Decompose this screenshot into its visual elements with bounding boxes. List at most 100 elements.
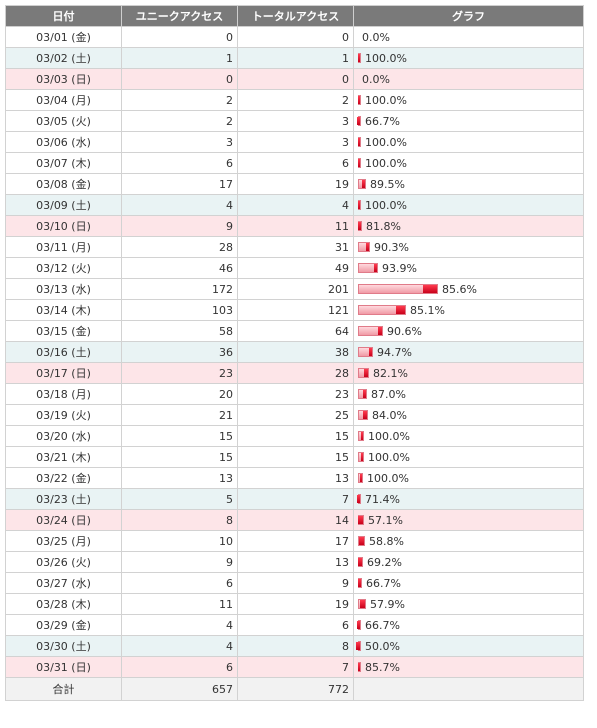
unique-cell: 20 [121, 383, 238, 405]
unique-ratio-label: 100.0% [365, 198, 407, 212]
graph-cell: 90.6% [353, 320, 584, 342]
total-access-bar [357, 620, 361, 630]
total-access-bar [357, 494, 361, 504]
unique-ratio-label: 100.0% [368, 450, 410, 464]
unique-ratio-label: 0.0% [362, 72, 390, 86]
date-cell: 03/27 (水) [5, 572, 122, 594]
unique-cell: 0 [121, 26, 238, 48]
date-cell: 03/08 (金) [5, 173, 122, 195]
table-row: 03/07 (木) 6 6 100.0% [5, 152, 584, 174]
unique-ratio-label: 85.7% [365, 660, 400, 674]
header-unique-access: ユニークアクセス [121, 5, 238, 27]
unique-ratio-label: 100.0% [365, 156, 407, 170]
graph-wrap: 82.1% [358, 364, 579, 383]
unique-ratio-label: 85.1% [410, 303, 445, 317]
date-cell: 03/16 (土) [5, 341, 122, 363]
unique-ratio-label: 66.7% [365, 618, 400, 632]
total-access-bar [358, 431, 364, 441]
graph-cell: 58.8% [353, 530, 584, 552]
date-cell: 03/18 (月) [5, 383, 122, 405]
table-row: 03/14 (木) 103 121 85.1% [5, 299, 584, 321]
table-row: 03/28 (木) 11 19 57.9% [5, 593, 584, 615]
table-row: 03/26 (火) 9 13 69.2% [5, 551, 584, 573]
total-access-bar [358, 410, 368, 420]
table-row: 03/18 (月) 20 23 87.0% [5, 383, 584, 405]
unique-ratio-label: 57.1% [368, 513, 403, 527]
table-row: 03/04 (月) 2 2 100.0% [5, 89, 584, 111]
date-cell: 03/14 (木) [5, 299, 122, 321]
total-access-bar [358, 347, 373, 357]
unique-cell: 15 [121, 425, 238, 447]
unique-ratio-label: 90.6% [387, 324, 422, 338]
table-row: 03/13 (水) 172 201 85.6% [5, 278, 584, 300]
repeat-access-bar-segment [358, 579, 361, 587]
table-row: 03/01 (金) 0 0 0.0% [5, 26, 584, 48]
graph-cell: 93.9% [353, 257, 584, 279]
repeat-access-bar-segment [364, 369, 368, 377]
unique-cell: 58 [121, 320, 238, 342]
unique-ratio-label: 85.6% [442, 282, 477, 296]
repeat-access-bar-segment [358, 96, 360, 104]
total-cell: 9 [237, 572, 354, 594]
graph-cell: 100.0% [353, 194, 584, 216]
repeat-access-bar-segment [358, 558, 362, 566]
graph-cell: 85.6% [353, 278, 584, 300]
repeat-access-bar-segment [358, 663, 360, 671]
header-total-access: トータルアクセス [237, 5, 354, 27]
date-cell: 03/12 (火) [5, 257, 122, 279]
graph-wrap: 90.3% [358, 238, 579, 257]
table-row: 03/27 (水) 6 9 66.7% [5, 572, 584, 594]
total-access-bar [358, 326, 383, 336]
graph-cell: 71.4% [353, 488, 584, 510]
table-row: 03/22 (金) 13 13 100.0% [5, 467, 584, 489]
graph-cell: 85.1% [353, 299, 584, 321]
date-cell: 03/05 (火) [5, 110, 122, 132]
graph-cell: 57.9% [353, 593, 584, 615]
graph-wrap: 57.9% [358, 595, 579, 614]
unique-ratio-label: 66.7% [366, 576, 401, 590]
table-row: 03/09 (土) 4 4 100.0% [5, 194, 584, 216]
unique-cell: 11 [121, 593, 238, 615]
graph-wrap: 50.0% [356, 637, 579, 656]
unique-ratio-label: 81.8% [366, 219, 401, 233]
table-body: 03/01 (金) 0 0 0.0% 03/02 (土) 1 1 100.0% 03/03 (日… [5, 26, 584, 678]
graph-cell: 69.2% [353, 551, 584, 573]
total-access-bar [358, 242, 370, 252]
date-cell: 03/22 (金) [5, 467, 122, 489]
total-access-bar [358, 158, 361, 168]
unique-ratio-label: 50.0% [365, 639, 400, 653]
unique-ratio-label: 100.0% [365, 93, 407, 107]
table-row: 03/02 (土) 1 1 100.0% [5, 47, 584, 69]
unique-ratio-label: 93.9% [382, 261, 417, 275]
repeat-access-bar-segment [358, 201, 360, 209]
unique-ratio-label: 100.0% [365, 51, 407, 65]
graph-wrap: 57.1% [358, 511, 579, 530]
total-access-bar [358, 95, 361, 105]
date-cell: 03/29 (金) [5, 614, 122, 636]
date-cell: 03/31 (日) [5, 656, 122, 678]
graph-wrap: 85.6% [358, 280, 579, 299]
unique-ratio-label: 100.0% [368, 429, 410, 443]
unique-ratio-label: 100.0% [367, 471, 409, 485]
total-access-bar [358, 557, 363, 567]
graph-cell: 87.0% [353, 383, 584, 405]
graph-cell: 81.8% [353, 215, 584, 237]
graph-wrap: 66.7% [358, 574, 579, 593]
graph-cell: 85.7% [353, 656, 584, 678]
graph-cell: 100.0% [353, 131, 584, 153]
repeat-access-bar-segment [356, 642, 360, 650]
graph-cell: 66.7% [353, 614, 584, 636]
date-cell: 03/04 (月) [5, 89, 122, 111]
unique-cell: 2 [121, 89, 238, 111]
total-cell: 64 [237, 320, 354, 342]
graph-cell: 0.0% [353, 26, 584, 48]
table-row: 03/29 (金) 4 6 66.7% [5, 614, 584, 636]
date-cell: 03/13 (水) [5, 278, 122, 300]
total-access-bar [358, 137, 361, 147]
unique-cell: 13 [121, 467, 238, 489]
graph-cell: 100.0% [353, 425, 584, 447]
total-access-bar [358, 368, 369, 378]
unique-cell: 10 [121, 530, 238, 552]
unique-ratio-label: 69.2% [367, 555, 402, 569]
unique-cell: 15 [121, 446, 238, 468]
